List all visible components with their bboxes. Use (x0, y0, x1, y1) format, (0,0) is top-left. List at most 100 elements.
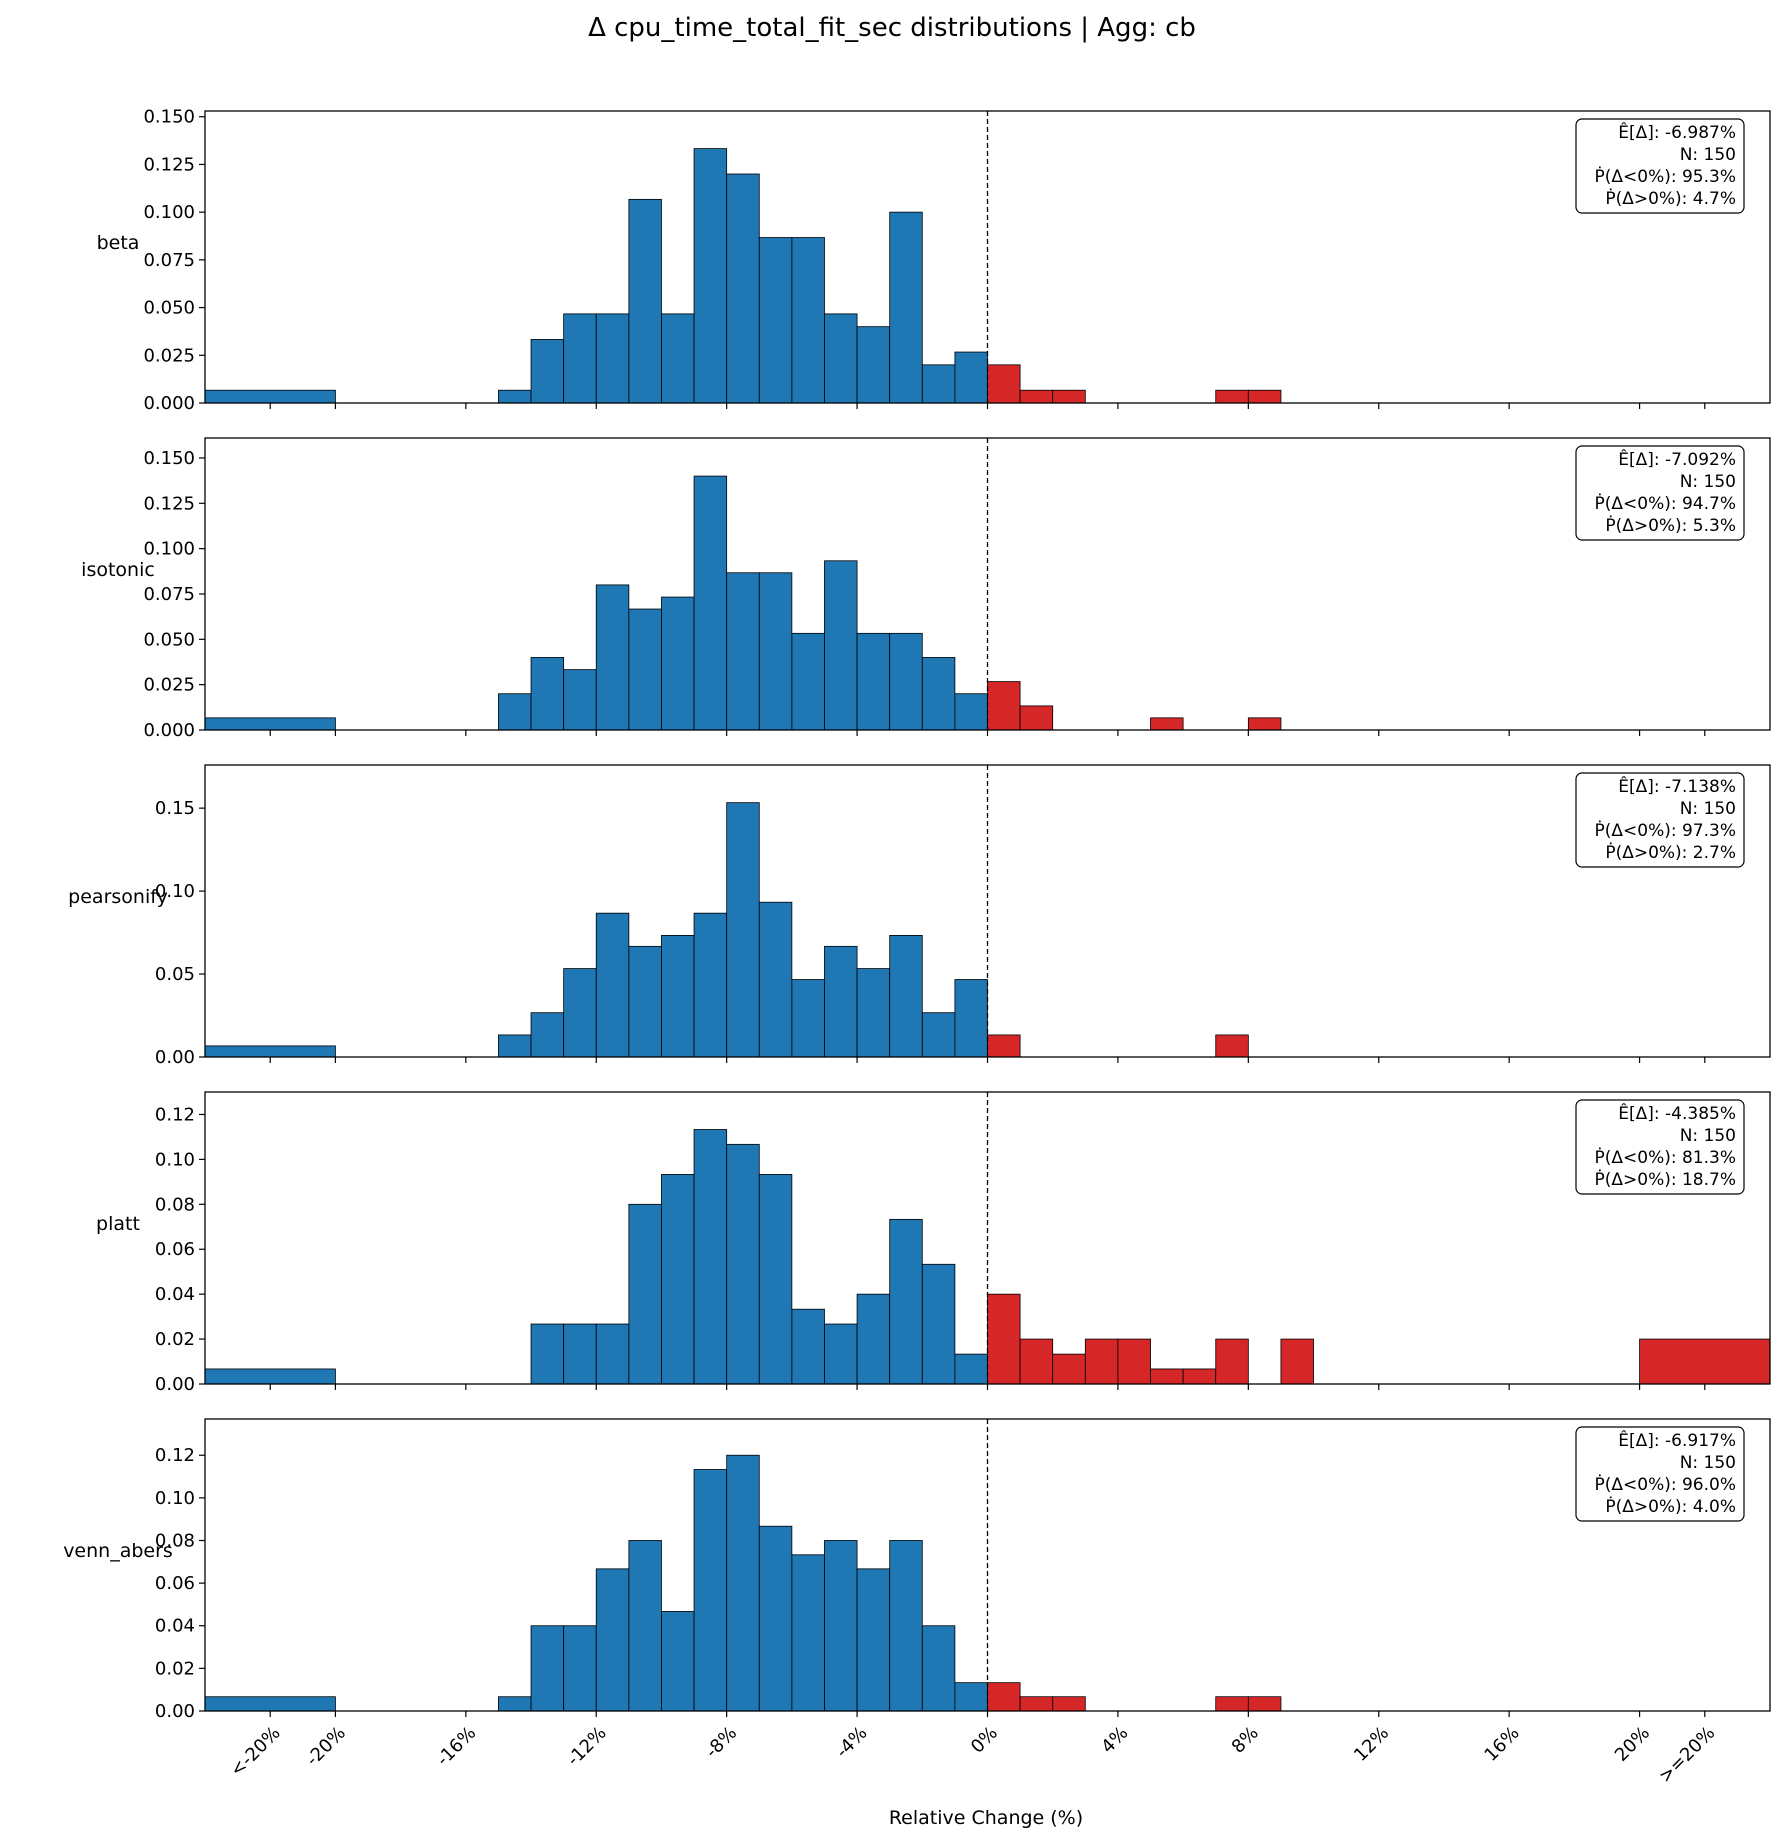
panel-label: platt (96, 1213, 140, 1235)
y-tick-label: 0.12 (155, 1445, 195, 1466)
stats-box (1575, 1426, 1745, 1522)
histogram-bar (595, 1568, 630, 1712)
histogram-bar (791, 632, 825, 731)
histogram-bar (921, 1012, 956, 1058)
histogram-bar (824, 1323, 858, 1385)
histogram-bar (791, 979, 825, 1058)
histogram-bar (758, 1525, 793, 1712)
panel-platt: 0.00 0.02 0.04 0.06 0.08 0.10 0.12 platt Ê[Δ]: -… (96, 1091, 1771, 1395)
histogram-bar (563, 313, 597, 404)
histogram-bar (791, 1308, 825, 1385)
y-tick-label: 0.150 (143, 448, 195, 469)
histogram-bar (1019, 1338, 1054, 1385)
histogram-bar (758, 572, 793, 731)
histogram-bar (889, 1540, 923, 1712)
x-tick-label: >=20% (1655, 1723, 1719, 1787)
histogram-bar (1280, 1338, 1314, 1385)
histogram-bar (204, 1045, 336, 1058)
histogram-bar (726, 173, 760, 404)
histogram-bar (498, 1696, 532, 1712)
x-axis-label: Relative Change (%) (889, 1807, 1083, 1829)
histogram-bar (889, 934, 923, 1058)
histogram-bar (595, 912, 630, 1058)
histogram-bar (661, 313, 695, 404)
histogram-bar (1639, 1338, 1771, 1385)
stats-line: Ê[Δ]: -6.987% (1618, 121, 1736, 143)
histogram-bar (1215, 389, 1249, 404)
x-tick-label: 16% (1480, 1723, 1523, 1766)
histogram-bar (758, 1174, 793, 1385)
y-tick-label: 0.10 (155, 881, 195, 902)
x-tick-label: -4% (832, 1723, 872, 1763)
x-tick-label: 4% (1097, 1723, 1132, 1758)
x-tick-label: 12% (1350, 1723, 1393, 1766)
panels: 0.000 0.025 0.050 0.075 0.100 0.125 0.150 beta Ê… (63, 107, 1771, 1787)
histogram-bar (921, 1625, 956, 1712)
stats-line: N: 150 (1680, 145, 1736, 165)
x-tick-label: -12% (563, 1723, 611, 1771)
histogram-bar (693, 1129, 728, 1385)
stats-line: Ṗ(Δ>0%): 2.7% (1605, 842, 1736, 863)
histogram-bar (726, 1454, 760, 1712)
histogram-bar (530, 339, 565, 404)
stats-box (1575, 772, 1745, 868)
y-tick-label: 0.08 (155, 1530, 195, 1551)
histogram-bar (954, 1682, 988, 1712)
histogram-bar (1247, 717, 1282, 731)
stats-line: Ṗ(Δ<0%): 81.3% (1595, 1147, 1737, 1168)
chart-title: Δ cpu_time_total_fit_sec distributions |… (588, 13, 1196, 43)
histogram-bar (204, 1696, 336, 1712)
histogram-bar (889, 632, 923, 731)
stats-line: Ê[Δ]: -4.385% (1618, 1102, 1736, 1124)
histogram-bar (693, 475, 728, 731)
histogram-bar (661, 1174, 695, 1385)
histogram-bar (954, 1353, 988, 1385)
y-tick-label: 0.04 (155, 1616, 195, 1637)
histogram-bar (661, 1611, 695, 1712)
panel-label: pearsonify (68, 886, 168, 908)
stats-line: Ê[Δ]: -6.917% (1618, 1429, 1736, 1451)
stats-line: Ṗ(Δ>0%): 4.7% (1605, 188, 1736, 209)
x-tick-labels: <-20% -20% -16% -12% -8% -4% 0% 4% 8% 12% 16% 20% >=… (226, 1723, 1719, 1787)
histogram-bar (1019, 1696, 1054, 1712)
x-tick-label: -20% (302, 1723, 350, 1771)
stats-line: Ṗ(Δ>0%): 4.0% (1605, 1496, 1736, 1517)
y-tick-label: 0.00 (155, 1374, 195, 1395)
histogram-bar (889, 211, 923, 404)
panel-isotonic: 0.000 0.025 0.050 0.075 0.100 0.125 0.150 isoto… (81, 437, 1771, 741)
y-tick-label: 0.000 (143, 720, 195, 741)
histogram-bar (987, 681, 1021, 731)
histogram-bar (726, 572, 760, 731)
histogram-bar (595, 584, 630, 731)
histogram-bar (889, 1218, 923, 1385)
histogram-bar (921, 657, 956, 731)
histogram-bar (628, 945, 662, 1058)
y-tick-label: 0.10 (155, 1488, 195, 1509)
histogram-bar (1084, 1338, 1119, 1385)
histogram-bar (1019, 705, 1054, 731)
histogram-bar (628, 1540, 662, 1712)
panel-pearsonify: 0.00 0.05 0.10 0.15 pearsonify Ê[Δ]: -7.138%N… (68, 764, 1771, 1068)
stats-line: Ṗ(Δ<0%): 97.3% (1595, 820, 1737, 841)
histogram-bar (1215, 1034, 1249, 1058)
stats-line: Ṗ(Δ<0%): 95.3% (1595, 166, 1737, 187)
histogram-bar (1215, 1338, 1249, 1385)
histogram-bar (987, 1034, 1021, 1058)
histogram-bar (693, 148, 728, 404)
y-tick-label: 0.000 (143, 393, 195, 414)
y-tick-label: 0.06 (155, 1573, 195, 1594)
histogram-bar (693, 1469, 728, 1712)
histogram-bar (498, 1034, 532, 1058)
histogram-bar (758, 901, 793, 1058)
histogram-bar (791, 1554, 825, 1712)
histogram-bar (824, 560, 858, 731)
histogram-bar (628, 198, 662, 404)
histogram-bar (856, 632, 891, 731)
x-tick-label: -16% (433, 1723, 481, 1771)
histogram-bar (921, 1263, 956, 1385)
y-tick-label: 0.025 (143, 345, 195, 366)
histogram-bar (824, 1540, 858, 1712)
y-tick-label: 0.04 (155, 1284, 195, 1305)
y-tick-label: 0.025 (143, 675, 195, 696)
